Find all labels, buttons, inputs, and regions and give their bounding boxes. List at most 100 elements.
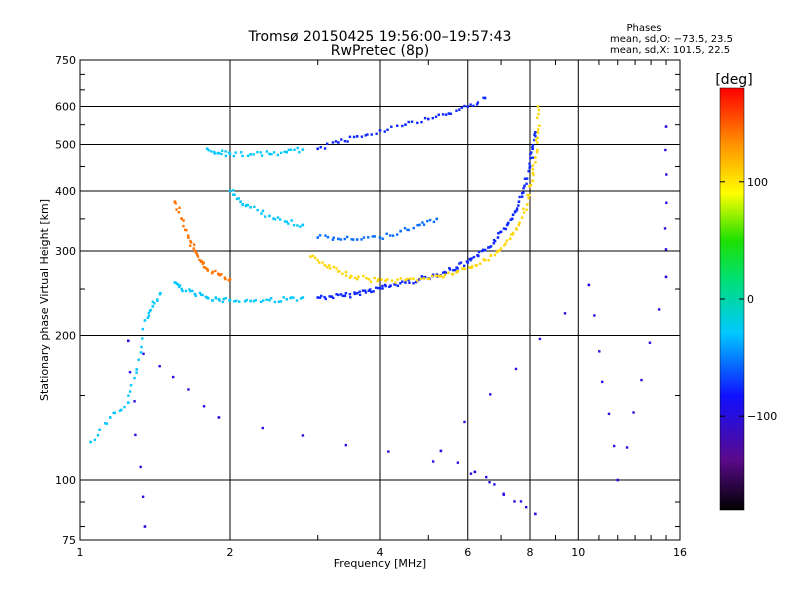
data-point (239, 200, 242, 204)
data-point (285, 150, 289, 154)
data-point (241, 154, 244, 158)
data-point (259, 300, 263, 304)
data-point (625, 446, 629, 449)
data-point (364, 291, 368, 294)
data-point (375, 286, 378, 289)
data-point (534, 161, 537, 164)
data-point (352, 238, 355, 241)
data-point (531, 156, 534, 159)
data-point (283, 150, 286, 153)
data-point (479, 262, 482, 265)
data-point (238, 300, 241, 303)
data-point (343, 237, 346, 241)
data-point (174, 281, 178, 285)
data-point (502, 493, 506, 497)
data-point (282, 296, 285, 299)
data-point (151, 305, 155, 308)
data-point (326, 235, 330, 239)
data-point (537, 128, 540, 131)
data-point (387, 450, 390, 453)
data-point (423, 275, 427, 279)
data-point (205, 147, 209, 151)
data-point (217, 416, 221, 419)
data-point (381, 284, 384, 288)
colorbar-tick-label: −100 (747, 410, 777, 423)
data-point (394, 281, 397, 284)
y-tick-label: 100 (55, 474, 76, 487)
data-point (207, 297, 210, 300)
data-point (487, 246, 490, 249)
data-point (323, 147, 327, 150)
data-point (384, 279, 387, 283)
colorbar-ticks: 100 0 −100 (720, 176, 777, 423)
data-point (237, 197, 241, 200)
data-point (353, 291, 356, 294)
data-point (265, 298, 268, 301)
data-point (188, 288, 191, 291)
data-point (146, 316, 149, 319)
data-point (332, 265, 335, 269)
data-point (194, 249, 197, 253)
data-point (93, 438, 97, 442)
x-tick-label: 2 (227, 546, 234, 559)
data-point (431, 116, 434, 120)
data-point (316, 296, 320, 299)
data-point (534, 131, 537, 134)
data-point (287, 148, 291, 152)
data-point (369, 280, 373, 283)
data-point (452, 268, 455, 272)
data-point (133, 376, 136, 380)
data-point (448, 266, 451, 270)
data-point (276, 153, 280, 157)
data-point (344, 291, 348, 295)
y-tick-label: 500 (55, 139, 76, 152)
data-point (492, 242, 496, 245)
data-point (463, 267, 467, 271)
data-point (396, 124, 399, 127)
data-point (364, 134, 367, 137)
data-point (262, 299, 265, 302)
data-point (372, 290, 375, 293)
data-point (319, 146, 322, 149)
data-point (664, 275, 668, 279)
data-point (535, 116, 539, 120)
data-point (513, 500, 516, 503)
data-point (428, 218, 432, 222)
data-point (437, 274, 440, 278)
data-point (522, 211, 526, 214)
data-point (199, 293, 203, 296)
data-point (522, 187, 525, 190)
data-point (528, 165, 532, 168)
data-point (459, 261, 463, 264)
data-point (249, 205, 252, 209)
data-point (537, 112, 540, 116)
data-point (339, 238, 343, 241)
data-point (328, 295, 331, 298)
data-point (330, 295, 334, 298)
data-point (220, 149, 224, 152)
axis-ticks: 1 2 4 6 8 10 16 75 100 200 300 400 500 600 750 (55, 54, 687, 559)
data-point (416, 279, 419, 282)
data-point (192, 247, 195, 250)
data-point (458, 262, 461, 265)
grid (80, 60, 680, 540)
data-point (103, 422, 107, 425)
data-point (515, 228, 518, 231)
data-point (323, 295, 326, 299)
data-point (174, 202, 177, 205)
data-point (298, 151, 301, 154)
data-point (301, 434, 305, 437)
data-point (348, 293, 352, 296)
data-point (235, 197, 239, 201)
data-point (232, 193, 235, 197)
data-point (361, 289, 365, 292)
data-point (198, 258, 201, 262)
data-point (503, 244, 506, 247)
data-point (505, 239, 509, 242)
data-point (142, 352, 145, 356)
data-point (341, 294, 345, 298)
data-point (137, 358, 140, 361)
data-point (331, 141, 335, 144)
data-point (184, 289, 188, 293)
data-point (533, 138, 536, 142)
